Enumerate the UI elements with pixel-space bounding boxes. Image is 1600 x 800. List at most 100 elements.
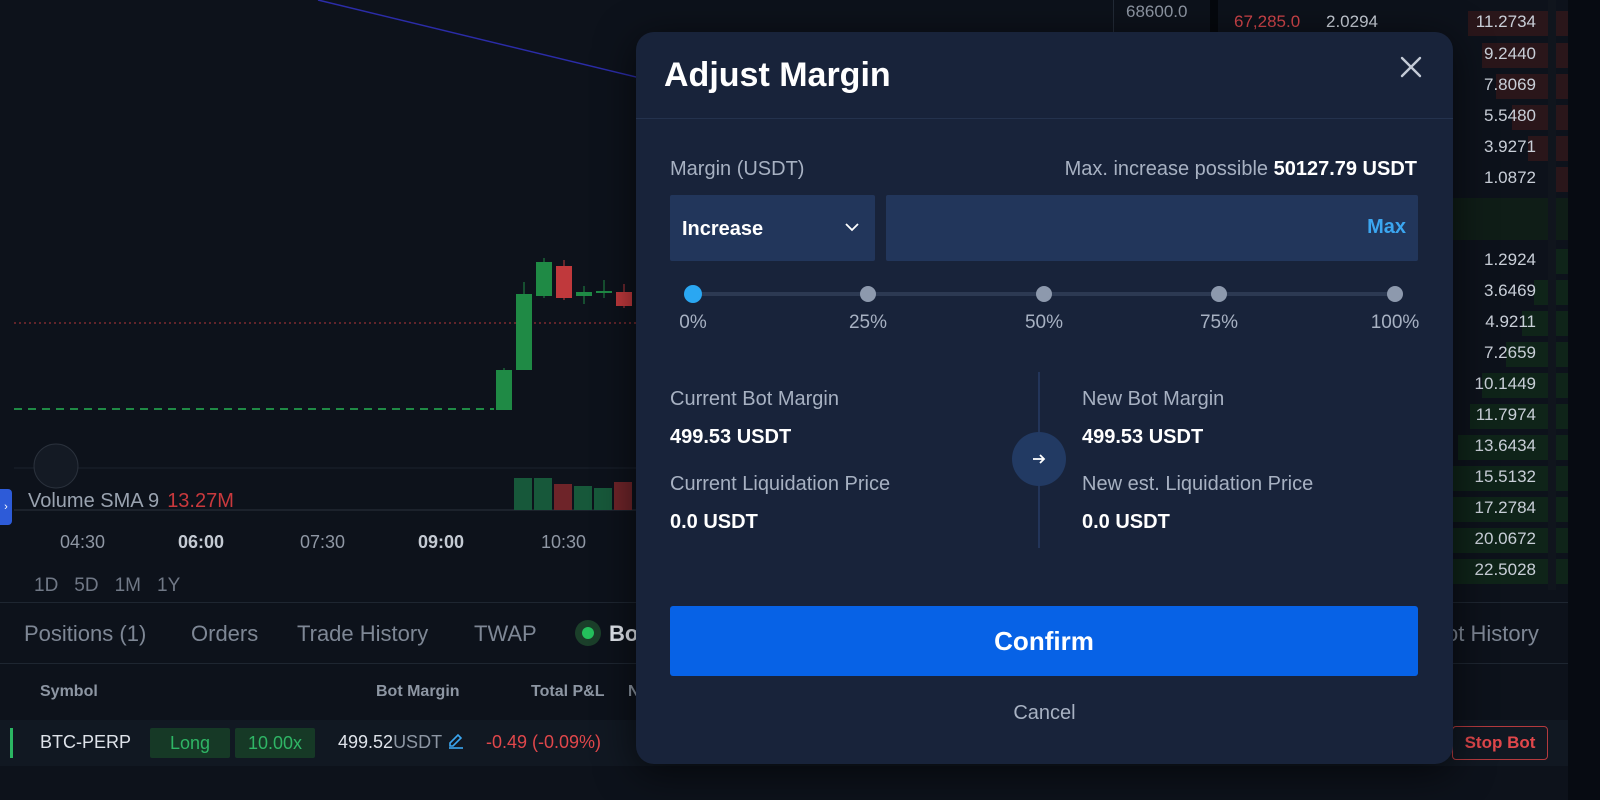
modal-title: Adjust Margin (664, 56, 891, 94)
orderbook-row[interactable]: 67,285.0 2.0294 11.2734 (1218, 8, 1568, 38)
max-increase-label: Max. increase possible (1064, 158, 1269, 180)
tv-logo-icon (33, 443, 79, 489)
time-tick: 07:30 (300, 532, 346, 552)
orderbook-total: 11.2734 (1475, 12, 1536, 31)
orderbook-total: 4.9211 (1485, 312, 1536, 331)
orderbook-total: 1.2924 (1484, 250, 1536, 269)
tab-bots[interactable]: Bo (609, 621, 639, 646)
candle (576, 292, 592, 296)
time-tick: 09:00 (418, 532, 465, 552)
orderbook-scrollbar[interactable] (1548, 0, 1556, 590)
orderbook-price: 67,285.0 (1234, 12, 1301, 31)
cancel-button[interactable]: Cancel (1013, 702, 1076, 724)
candle (496, 370, 512, 410)
tab-twap[interactable]: TWAP (474, 621, 537, 646)
orderbook-row[interactable]: 7.8069 (1218, 71, 1568, 101)
orderbook-row[interactable]: 17.2784 (1218, 494, 1568, 524)
margin-label: Margin (USDT) (670, 158, 805, 180)
orderbook-total: 3.6469 (1484, 281, 1536, 300)
edit-icon[interactable] (447, 732, 465, 750)
max-increase-info: Max. increase possible 50127.79 USDT (1065, 158, 1417, 181)
total-pnl-value: -0.49 (-0.09%) (486, 732, 602, 752)
orderbook-total: 3.9271 (1484, 137, 1536, 156)
orderbook-total: 11.7974 (1475, 405, 1536, 424)
candle (556, 266, 572, 298)
slider-label-100: 100% (1370, 312, 1420, 333)
orderbook-total: 10.1449 (1474, 374, 1536, 393)
time-tick: 06:00 (178, 532, 225, 552)
orderbook-row[interactable]: 7.2659 (1218, 339, 1568, 369)
slider-mark-75[interactable] (1211, 286, 1227, 302)
time-tick: 04:30 (60, 532, 106, 552)
new-liq-label: New est. Liquidation Price (1082, 473, 1314, 495)
tab-orders[interactable]: Orders (191, 621, 259, 646)
orderbook-row[interactable]: 1.0872 (1218, 164, 1568, 194)
slider-handle[interactable] (684, 285, 702, 303)
column-header-truncated: N (628, 683, 640, 700)
expand-panel-button[interactable]: › (0, 489, 12, 525)
arrow-badge (1012, 432, 1066, 486)
tab-trade-history[interactable]: Trade History (297, 621, 429, 646)
volume-indicator-label: Volume SMA 9 13.27M (28, 490, 234, 513)
margin-amount-input[interactable] (886, 195, 1326, 261)
slider-label-75: 75% (1199, 312, 1239, 333)
current-liq-value: 0.0 USDT (670, 511, 758, 533)
new-margin-value: 499.53 USDT (1082, 426, 1204, 448)
volume-indicator-value: 13.27M (167, 490, 234, 512)
arrow-right-icon (1033, 454, 1046, 464)
price-axis-label: 68600.0 (1126, 2, 1188, 21)
tab-positions[interactable]: Positions (1) (24, 621, 147, 646)
range-tab-1m[interactable]: 1M (114, 575, 141, 596)
slider-mark-100[interactable] (1387, 286, 1403, 302)
range-tab-1y[interactable]: 1Y (157, 575, 181, 596)
range-tab-1d[interactable]: 1D (34, 575, 59, 596)
new-liq-value: 0.0 USDT (1082, 511, 1170, 533)
bot-status-icon (575, 620, 601, 646)
tab-bot-history[interactable]: ot History (1446, 621, 1539, 646)
orderbook-row[interactable]: 15.5132 (1218, 463, 1568, 493)
modal-divider (636, 118, 1453, 119)
slider-label-0: 0% (679, 312, 707, 333)
leverage-badge: 10.00x (235, 728, 315, 758)
adjust-margin-modal: Adjust Margin Margin (USDT) Max. increas… (636, 32, 1453, 764)
bot-margin-unit: USDT (393, 732, 442, 752)
column-header-total-pnl: Total P&L (531, 683, 605, 700)
margin-amount-field[interactable]: Max (886, 195, 1418, 261)
max-increase-value: 50127.79 USDT (1273, 158, 1417, 180)
orderbook-row[interactable]: 5.5480 (1218, 102, 1568, 132)
orderbook-row[interactable]: 4.9211 (1218, 308, 1568, 338)
current-margin-value: 499.53 USDT (670, 426, 792, 448)
orderbook-row[interactable]: 1.2924 (1218, 246, 1568, 276)
volume-indicator-name: Volume SMA 9 (28, 490, 160, 512)
orderbook-total: 15.5132 (1474, 467, 1536, 486)
right-edge (1568, 0, 1600, 612)
long-indicator (10, 728, 13, 758)
candlestick-chart (14, 0, 641, 511)
close-icon[interactable] (1396, 52, 1426, 82)
orderbook-total: 13.6434 (1474, 436, 1536, 455)
candle (596, 291, 612, 293)
range-tabs: 1D 5D 1M 1Y (34, 575, 180, 597)
range-tab-5d[interactable]: 5D (74, 575, 99, 596)
candle (516, 294, 532, 370)
chevron-down-icon (845, 223, 859, 232)
volume-bars (514, 478, 632, 510)
side-badge: Long (150, 728, 230, 758)
candle (616, 292, 632, 306)
margin-mode-select[interactable]: Increase (670, 195, 875, 261)
current-liq-label: Current Liquidation Price (670, 473, 891, 495)
column-header-symbol: Symbol (40, 683, 98, 700)
slider-mark-50[interactable] (1036, 286, 1052, 302)
orderbook-total: 17.2784 (1474, 498, 1536, 517)
current-margin-label: Current Bot Margin (670, 388, 839, 410)
max-button[interactable]: Max (1367, 216, 1406, 238)
bot-margin-cell: 499.52USDT (338, 732, 465, 753)
confirm-button[interactable]: Confirm (670, 606, 1418, 676)
orderbook-size: 2.0294 (1326, 12, 1378, 31)
slider-mark-25[interactable] (860, 286, 876, 302)
orderbook-total: 22.5028 (1474, 560, 1536, 579)
slider-label-25: 25% (848, 312, 888, 333)
stop-bot-button[interactable]: Stop Bot (1452, 726, 1548, 760)
column-header-bot-margin: Bot Margin (376, 683, 460, 700)
margin-mode-value: Increase (682, 218, 764, 240)
